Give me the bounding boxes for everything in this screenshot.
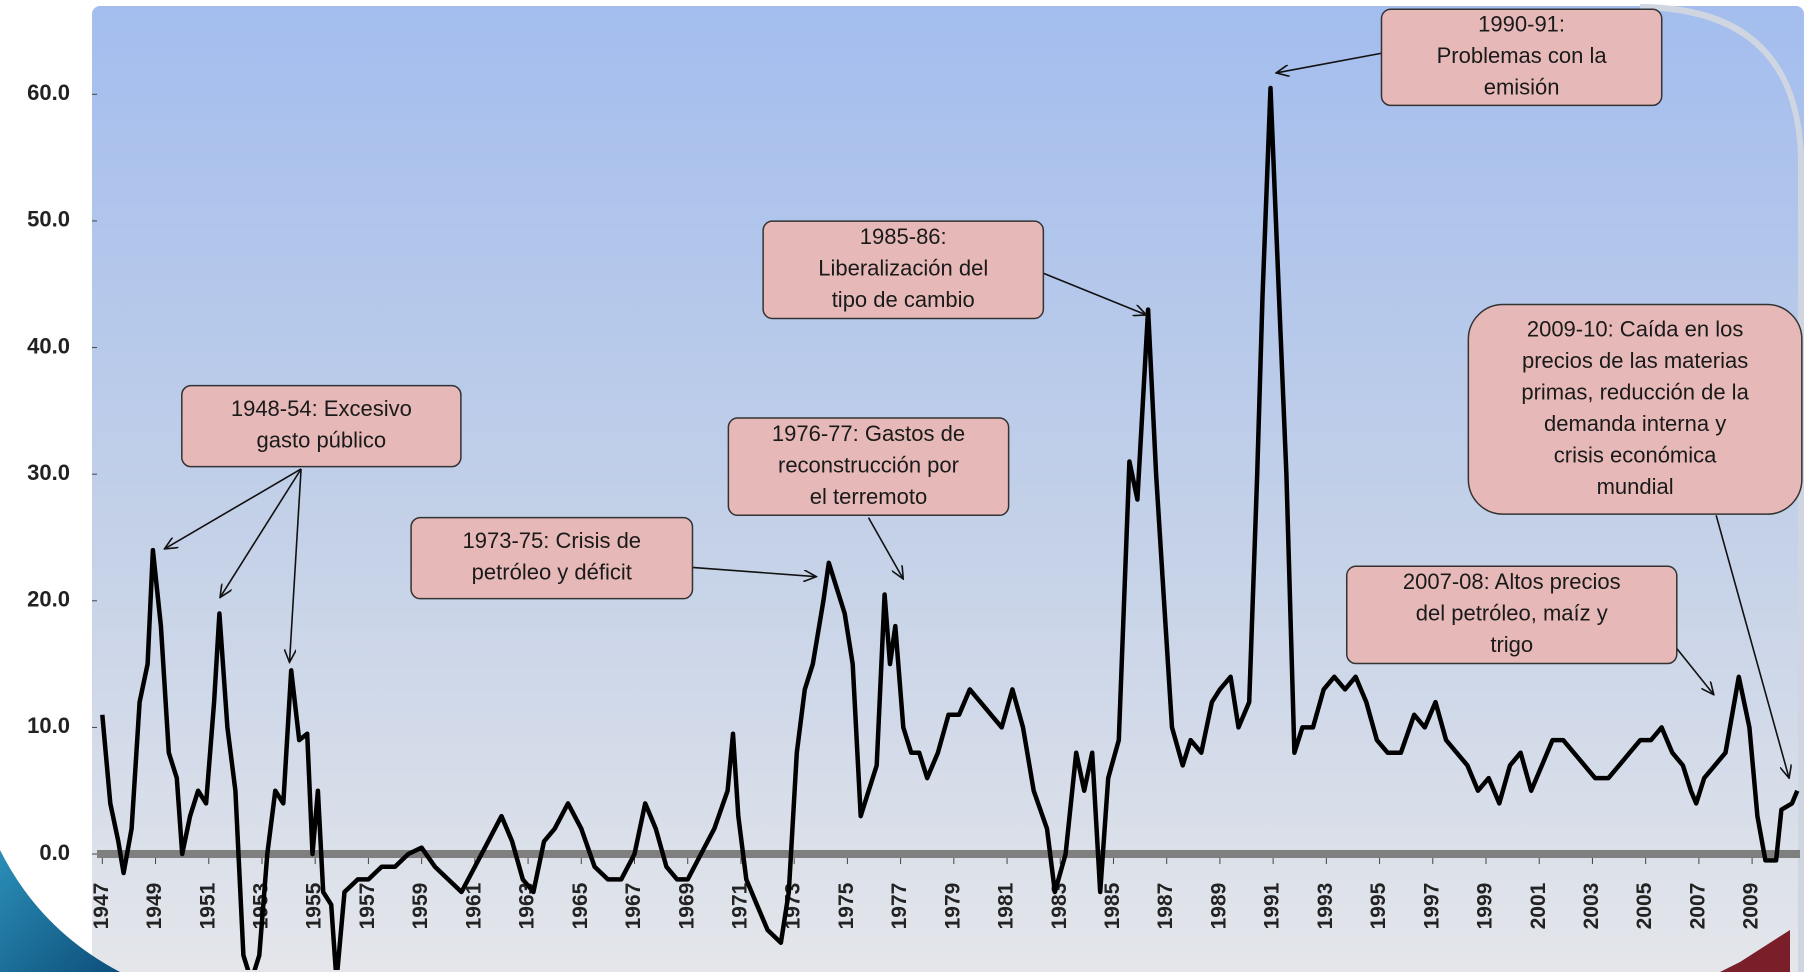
- annotation-text: 1948-54: Excesivo: [231, 396, 412, 421]
- x-tick-label: 1979: [941, 883, 964, 930]
- x-tick-label: 1989: [1207, 883, 1230, 930]
- annotation-text: del petróleo, maíz y: [1416, 601, 1608, 626]
- annotation-text: 1985-86:: [860, 224, 947, 249]
- x-tick-label: 2001: [1527, 882, 1550, 929]
- annotation-arrow: [290, 468, 302, 662]
- annotation-arrow: [1043, 272, 1146, 315]
- x-tick-label: 1999: [1474, 883, 1497, 930]
- annotation-text: 1976-77: Gastos de: [772, 421, 965, 446]
- x-tick-label: 1969: [675, 883, 698, 930]
- x-tick-label: 1991: [1261, 882, 1284, 929]
- y-tick-label: 10.0: [27, 713, 70, 738]
- annotation-text: 1990-91:: [1478, 12, 1565, 37]
- x-tick-label: 1957: [356, 883, 379, 930]
- x-tick-label: 1967: [622, 883, 645, 930]
- annotation-text: Problemas con la: [1437, 43, 1608, 68]
- annotation-text: precios de las materias: [1522, 348, 1748, 373]
- y-tick-label: 30.0: [27, 460, 70, 485]
- x-tick-label: 1949: [143, 883, 166, 930]
- x-tick-label: 2007: [1686, 883, 1709, 930]
- annotation-text: primas, reducción de la: [1521, 379, 1749, 404]
- y-tick-label: 20.0: [27, 587, 70, 612]
- x-tick-label: 1951: [196, 882, 219, 929]
- annotation-box: [181, 384, 462, 468]
- annotation-box: [1380, 8, 1663, 107]
- annotation-text: reconstrucción por: [778, 452, 959, 477]
- axes: 0.0 10.0 20.0 30.0 40.0 50.0 60.0 1947 1949 1951 1…: [27, 80, 1800, 929]
- x-tick-label: 1983: [1048, 883, 1071, 930]
- annotation-arrow: [867, 517, 904, 579]
- annotation-text: demanda interna y: [1544, 411, 1726, 436]
- x-tick-label: 1993: [1314, 883, 1337, 930]
- annotation-box: [1346, 565, 1678, 665]
- x-tick-label: 1977: [888, 883, 911, 930]
- x-tick-label: 1961: [462, 882, 485, 929]
- x-tick-label: 1947: [90, 883, 113, 930]
- x-tick-label: 1981: [995, 882, 1018, 929]
- annotation-arrow: [1676, 647, 1714, 694]
- annotation-box: [410, 516, 694, 600]
- y-tick-label: 0.0: [39, 840, 70, 865]
- data-line: [100, 85, 1800, 970]
- annotation-text: Liberalización del: [818, 256, 988, 281]
- annotation-box: [762, 220, 1045, 320]
- x-tick-label: 1959: [409, 883, 432, 930]
- annotation-box: [727, 417, 1010, 517]
- annotation-arrow: [1715, 515, 1789, 778]
- x-tick-label: 1995: [1367, 882, 1390, 929]
- annotation-text: trigo: [1490, 632, 1533, 657]
- plot-area: [100, 85, 1800, 970]
- annotation-text: tipo de cambio: [832, 287, 975, 312]
- annotation-text: mundial: [1597, 474, 1674, 499]
- annotation-text: emisión: [1484, 75, 1560, 100]
- annotation-text: 2009-10: Caída en los: [1527, 316, 1744, 341]
- annotation-box: [1467, 303, 1803, 515]
- decoration: [0, 850, 120, 972]
- x-tick-label: 1987: [1154, 883, 1177, 930]
- x-tick-label: 1985: [1101, 882, 1124, 929]
- x-tick-label: 1965: [569, 882, 592, 929]
- x-tick-label: 1955: [303, 882, 326, 929]
- annotation-text: 2007-08: Altos precios: [1403, 569, 1621, 594]
- x-tick-label: 1975: [835, 882, 858, 929]
- x-tick-label: 2005: [1633, 882, 1656, 929]
- annotation-arrow: [692, 566, 816, 576]
- annotation-arrow: [164, 468, 302, 549]
- y-tick-label: 50.0: [27, 207, 70, 232]
- x-tick-label: 2003: [1580, 883, 1603, 930]
- annotation-text: crisis económica: [1554, 442, 1717, 467]
- annotation-arrow: [1276, 52, 1382, 73]
- annotation-text: gasto público: [257, 428, 387, 453]
- decoration: [1720, 930, 1790, 972]
- annotation-text: el terremoto: [810, 484, 927, 509]
- x-tick-label: 1971: [728, 882, 751, 929]
- annotations: 1948-54: Excesivo gasto público 1973-75: C…: [164, 8, 1803, 778]
- y-tick-label: 60.0: [27, 80, 70, 105]
- annotation-arrow: [220, 468, 302, 598]
- annotation-text: 1973-75: Crisis de: [463, 528, 642, 553]
- x-tick-label: 1963: [516, 883, 539, 930]
- x-tick-label: 2009: [1740, 883, 1763, 930]
- annotation-text: petróleo y déficit: [472, 560, 632, 585]
- y-tick-label: 40.0: [27, 333, 70, 358]
- x-tick-label: 1997: [1420, 883, 1443, 930]
